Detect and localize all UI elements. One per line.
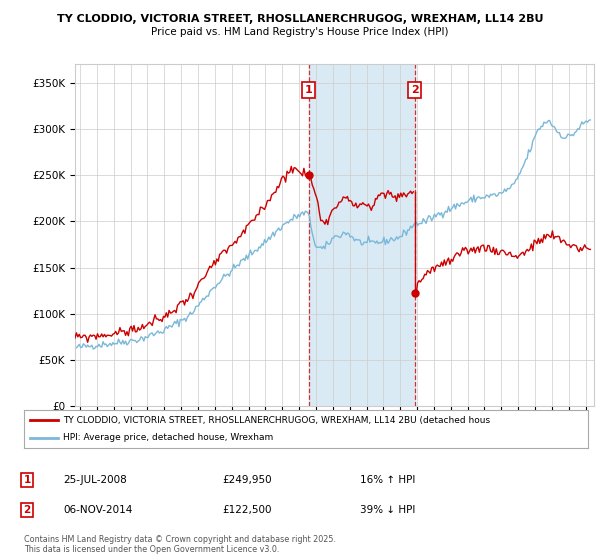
Text: HPI: Average price, detached house, Wrexham: HPI: Average price, detached house, Wrex… (64, 433, 274, 442)
Text: 1: 1 (23, 475, 31, 485)
Text: 2: 2 (23, 505, 31, 515)
Text: 39% ↓ HPI: 39% ↓ HPI (360, 505, 415, 515)
Text: £249,950: £249,950 (222, 475, 272, 485)
Text: Price paid vs. HM Land Registry's House Price Index (HPI): Price paid vs. HM Land Registry's House … (151, 27, 449, 37)
Text: 25-JUL-2008: 25-JUL-2008 (63, 475, 127, 485)
Text: Contains HM Land Registry data © Crown copyright and database right 2025.
This d: Contains HM Land Registry data © Crown c… (24, 535, 336, 554)
Text: 1: 1 (305, 85, 313, 95)
Text: TY CLODDIO, VICTORIA STREET, RHOSLLANERCHRUGOG, WREXHAM, LL14 2BU (detached hous: TY CLODDIO, VICTORIA STREET, RHOSLLANERC… (64, 416, 491, 424)
Text: 16% ↑ HPI: 16% ↑ HPI (360, 475, 415, 485)
Text: 2: 2 (410, 85, 418, 95)
Text: 06-NOV-2014: 06-NOV-2014 (63, 505, 133, 515)
Text: TY CLODDIO, VICTORIA STREET, RHOSLLANERCHRUGOG, WREXHAM, LL14 2BU: TY CLODDIO, VICTORIA STREET, RHOSLLANERC… (57, 14, 543, 24)
Text: £122,500: £122,500 (222, 505, 271, 515)
Bar (308, 64, 415, 406)
